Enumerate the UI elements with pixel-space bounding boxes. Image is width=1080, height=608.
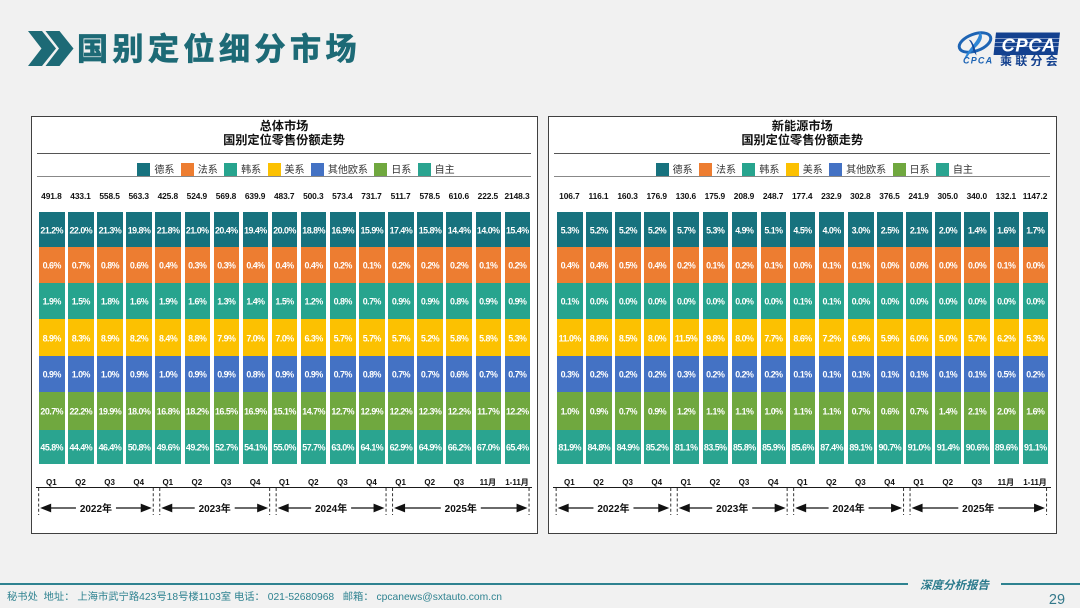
svg-text:2024年: 2024年 [832,500,864,515]
svg-text:CPCA: CPCA [1002,32,1056,58]
svg-text:2025年: 2025年 [962,500,994,515]
svg-text:乘联分会: 乘联分会 [1000,52,1060,66]
svg-text:2022年: 2022年 [79,500,111,515]
svg-text:2024年: 2024年 [314,500,346,515]
svg-text:2023年: 2023年 [716,500,748,515]
svg-text:2025年: 2025年 [444,500,476,515]
svg-text:CPCA: CPCA [963,54,993,67]
svg-text:2022年: 2022年 [597,500,629,515]
svg-text:2023年: 2023年 [198,500,230,515]
